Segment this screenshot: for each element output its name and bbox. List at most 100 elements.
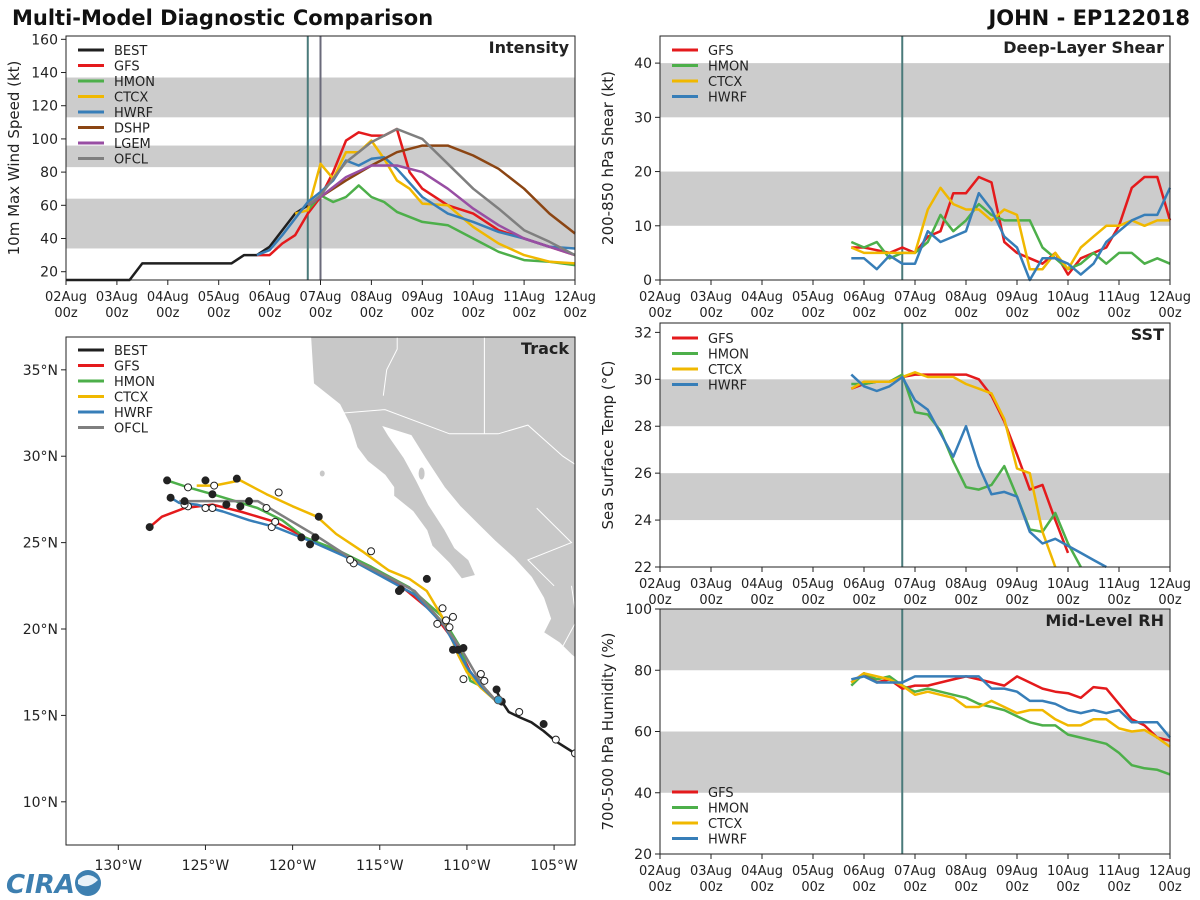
track-position-marker	[492, 685, 501, 694]
track-xtick-label: 105°W	[530, 858, 578, 874]
rh-xtick-label: 08Aug	[945, 864, 987, 879]
rh-xtick-sublabel: 00z	[801, 880, 825, 895]
track-ctcx	[196, 479, 498, 703]
intensity-panel: 2040608010012014016002Aug00z03Aug00z04Au…	[5, 32, 596, 321]
track-title: Track	[521, 339, 569, 358]
sst-xtick-label: 06Aug	[843, 577, 885, 592]
shear-xtick-sublabel: 00z	[954, 306, 978, 321]
rh-ylabel: 700-500 hPa Humidity (%)	[599, 632, 617, 830]
cira-logo-text: CIRA	[6, 870, 75, 900]
rh-ytick-label: 80	[634, 663, 652, 679]
track-position-marker	[180, 497, 189, 506]
sst-series-hwrf	[850, 373, 1107, 569]
sst-ytick-label: 22	[634, 560, 652, 576]
rh-xtick-sublabel: 00z	[903, 880, 927, 895]
track-position-marker	[297, 533, 306, 542]
track-position-marker	[184, 483, 193, 492]
track-position-marker	[571, 749, 575, 758]
intensity-ytick-label: 40	[40, 232, 58, 248]
shear-xtick-label: 04Aug	[741, 290, 783, 305]
track-position-marker	[201, 504, 210, 513]
shear-xtick-label: 05Aug	[792, 290, 834, 305]
sst-xtick-label: 09Aug	[996, 577, 1038, 592]
intensity-xtick-sublabel: 00z	[360, 306, 384, 321]
guadalupe-island	[319, 470, 325, 477]
sst-ytick-label: 24	[634, 513, 652, 529]
rh-ytick-label: 20	[634, 847, 652, 863]
intensity-ytick-label: 140	[31, 66, 58, 82]
shear-xtick-sublabel: 00z	[1005, 306, 1029, 321]
track-ytick-label: 25°N	[23, 536, 58, 552]
shear-xtick-label: 10Aug	[1047, 290, 1089, 305]
sst-xtick-sublabel: 00z	[699, 593, 723, 608]
shear-xtick-sublabel: 00z	[1107, 306, 1131, 321]
shear-legend-label: HMON	[708, 60, 749, 75]
intensity-series-dshp	[307, 144, 576, 235]
sst-legend-label: GFS	[708, 332, 734, 347]
shear-ytick-label: 0	[643, 273, 652, 289]
shear-band	[660, 63, 1170, 118]
figure-title: Multi-Model Diagnostic Comparison	[12, 6, 433, 30]
track-position-marker	[442, 616, 451, 625]
intensity-series-hwrf	[256, 155, 576, 257]
rh-ytick-label: 60	[634, 725, 652, 741]
shear-xtick-sublabel: 00z	[801, 306, 825, 321]
rh-xtick-label: 10Aug	[1047, 864, 1089, 879]
sst-band	[660, 379, 1170, 427]
intensity-series-gfs	[256, 127, 576, 257]
track-xtick-label: 110°W	[443, 858, 491, 874]
sst-xtick-sublabel: 00z	[903, 593, 927, 608]
intensity-ytick-label: 80	[40, 165, 58, 181]
rh-xtick-label: 07Aug	[894, 864, 936, 879]
rh-xtick-label: 06Aug	[843, 864, 885, 879]
sst-xtick-sublabel: 00z	[954, 593, 978, 608]
track-hwrf	[169, 496, 498, 703]
track-ytick-label: 15°N	[23, 708, 58, 724]
track-ofcl	[179, 499, 498, 703]
intensity-legend-label: DSHP	[114, 122, 150, 137]
shear-legend-label: GFS	[708, 44, 734, 59]
rh-xtick-sublabel: 00z	[699, 880, 723, 895]
intensity-ylabel: 10m Max Wind Speed (kt)	[5, 61, 23, 256]
sst-xtick-sublabel: 00z	[1107, 593, 1131, 608]
track-position-marker	[166, 493, 175, 502]
track-position-marker	[346, 555, 355, 564]
political-border	[562, 585, 575, 647]
rh-xtick-label: 04Aug	[741, 864, 783, 879]
political-border	[343, 409, 575, 465]
sst-xtick-label: 11Aug	[1098, 577, 1140, 592]
storm-id: JOHN - EP122018	[986, 6, 1190, 30]
track-map-area	[145, 337, 575, 758]
shear-legend-label: HWRF	[708, 91, 747, 106]
shear-ylabel: 200-850 hPa Shear (kt)	[599, 71, 617, 245]
intensity-xtick-label: 06Aug	[249, 290, 291, 305]
track-position-marker	[394, 587, 403, 595]
track-position-marker	[208, 504, 217, 513]
sst-title: SST	[1131, 325, 1164, 344]
track-ytick-label: 35°N	[23, 363, 58, 379]
track-ytick-label: 30°N	[23, 449, 58, 465]
shear-ytick-label: 10	[634, 219, 652, 235]
intensity-xtick-sublabel: 00z	[258, 306, 282, 321]
shear-legend-label: CTCX	[708, 75, 742, 90]
rh-xtick-sublabel: 00z	[1005, 880, 1029, 895]
rh-xtick-sublabel: 00z	[852, 880, 876, 895]
intensity-xtick-label: 08Aug	[350, 290, 392, 305]
intensity-series-best	[66, 204, 309, 282]
intensity-ytick-label: 100	[31, 132, 58, 148]
track-position-marker	[459, 644, 468, 653]
rh-legend-label: HWRF	[708, 833, 747, 848]
intensity-xtick-label: 11Aug	[503, 290, 545, 305]
rh-title: Mid-Level RH	[1045, 611, 1164, 630]
track-legend-label: OFCL	[114, 422, 149, 437]
shear-ytick-label: 40	[634, 56, 652, 72]
intensity-xtick-label: 09Aug	[401, 290, 443, 305]
rh-xtick-sublabel: 00z	[1107, 880, 1131, 895]
intensity-series-ofcl	[307, 127, 576, 257]
sst-ylabel: Sea Surface Temp (°C)	[599, 360, 617, 529]
track-position-marker	[208, 490, 217, 499]
track-legend-label: BEST	[114, 344, 147, 359]
rh-xtick-sublabel: 00z	[750, 880, 774, 895]
track-position-marker	[438, 604, 447, 613]
